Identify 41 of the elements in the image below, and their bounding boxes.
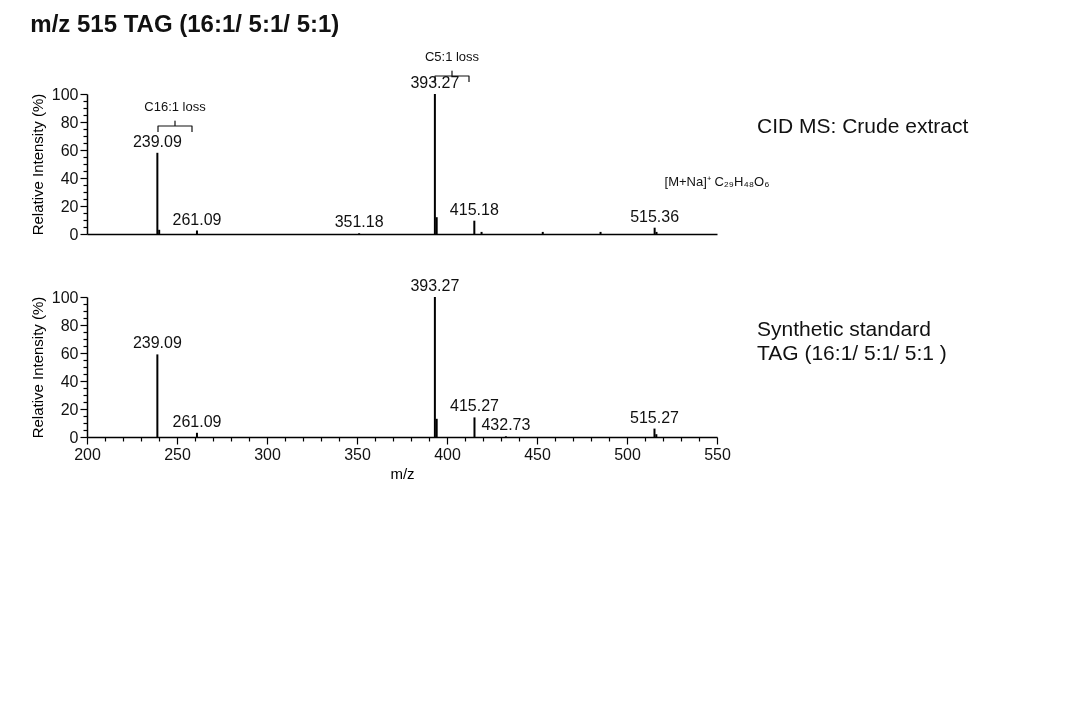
annotation: 415.18 [449,200,499,218]
y-axis-title: Relative Intensity (%) [28,296,46,439]
x-tick-label: 400 [434,445,461,463]
x-tick-label: 350 [344,445,371,463]
y-tick-label: 40 [60,169,79,187]
text: Synthetic standard TAG (16:1/ 5:1/ 5:1 ) [757,317,947,364]
y-tick-label: 20 [60,197,79,215]
y-tick-label: 100 [51,85,79,103]
x-axis-title: m/z [390,464,415,482]
chart-title: m/z 515 TAG (16:1/ 5:1/ 5:1) [30,10,340,37]
annotation: 432.73 [481,416,531,434]
x-tick-label: 200 [74,445,101,463]
annotation: 261.09 [172,210,222,228]
annotation: 351.18 [334,213,384,231]
y-tick-label: 60 [60,141,79,159]
y-tick-label: 100 [51,288,79,306]
y-tick-label: 20 [60,400,79,418]
y-tick-label: 80 [60,113,79,131]
y-axis-title: Relative Intensity (%) [28,93,46,236]
y-tick-label: 0 [69,428,79,446]
x-tick-label: 300 [254,445,281,463]
annotation: 515.36 [630,207,680,225]
text: C5:1 loss [424,49,480,64]
x-tick-label: 450 [524,445,551,463]
annotation: 515.27 [630,408,680,426]
annotation: 393.27 [410,74,460,91]
y-tick-label: 80 [60,316,79,334]
text: CID MS: Crude extract [757,114,969,137]
x-tick-label: 250 [164,445,191,463]
x-tick-label: 550 [704,445,731,463]
annotation: 393.27 [410,277,460,294]
annotation: 261.09 [172,412,222,430]
annotation: 239.09 [132,334,182,352]
annotation: [M+Na]⁺ C₂₉H₄₈O₆ [664,174,770,190]
annotation: 239.09 [132,132,182,150]
y-tick-label: 40 [60,372,79,390]
annotation: 415.27 [450,397,500,415]
x-tick-label: 500 [614,445,641,463]
y-tick-label: 60 [60,344,79,362]
y-tick-label: 0 [69,225,79,243]
annotation: C16:1 loss [144,99,207,114]
